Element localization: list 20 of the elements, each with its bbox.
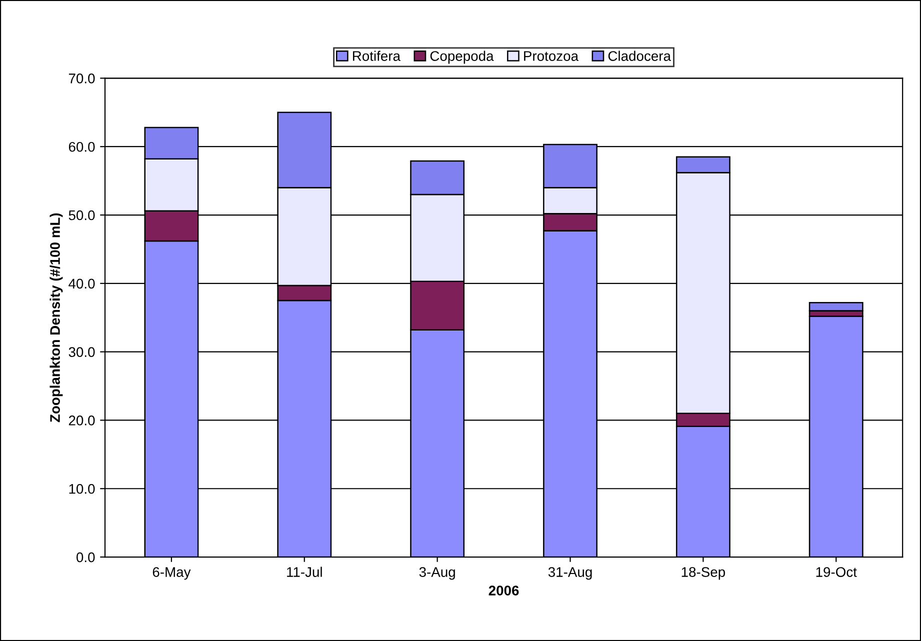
- y-tick-label: 50.0: [68, 210, 95, 220]
- legend-label: Copepoda: [430, 50, 494, 64]
- legend-label: Cladocera: [608, 50, 671, 61]
- legend-label: Protozoa: [524, 51, 579, 61]
- legend-label: Rotifera: [353, 50, 400, 61]
- y-tick-label: 70.0: [68, 74, 95, 84]
- x-axis-title: 2006: [488, 586, 519, 596]
- y-axis-title: Zooplankton Density (#/100 mL): [50, 213, 63, 422]
- y-tick-label: 60.0: [68, 142, 95, 152]
- x-tick-label: 6-May: [152, 567, 191, 580]
- y-tick-label: 40.0: [68, 278, 95, 289]
- y-tick-label: 10.0: [69, 484, 95, 494]
- y-tick-label: 30.0: [68, 347, 95, 357]
- x-tick-label: 31-Aug: [548, 567, 592, 580]
- x-tick-label: 19-Oct: [816, 567, 857, 577]
- y-tick-label: 0.0: [76, 552, 95, 562]
- x-tick-label: 3-Aug: [419, 567, 455, 580]
- x-tick-label: 11-Jul: [287, 566, 322, 577]
- y-tick-label: 20.0: [68, 416, 95, 426]
- x-tick-label: 18-Sep: [682, 567, 725, 580]
